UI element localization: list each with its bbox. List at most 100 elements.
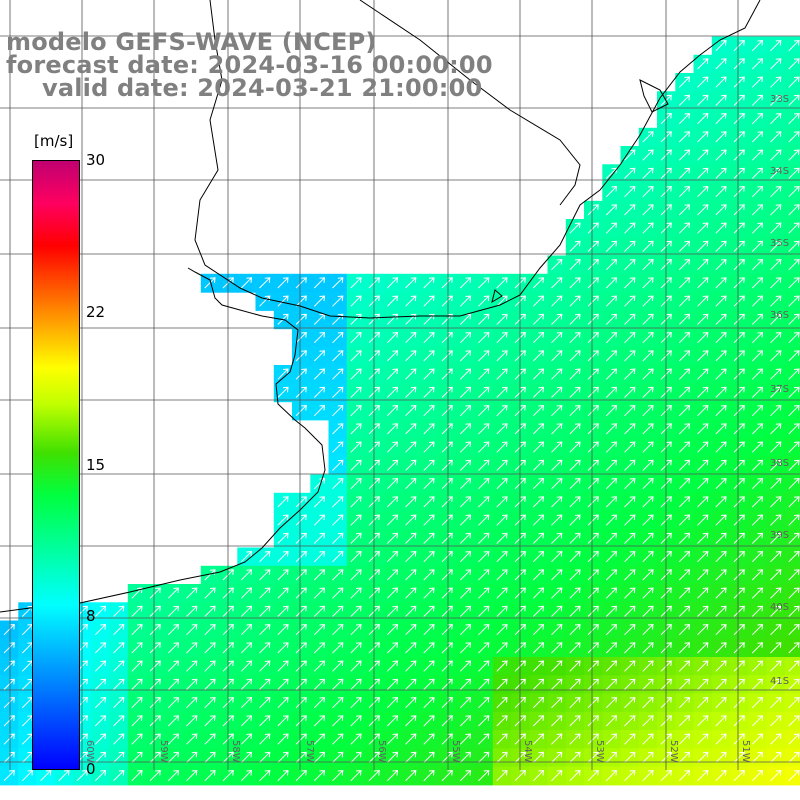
wind-arrow [624,715,636,727]
wind-arrow [751,131,764,143]
wind-arrow [715,76,727,88]
wind-arrow [350,441,362,453]
wind-arrow [624,404,636,417]
wind-cell [784,127,800,147]
wind-arrow [94,605,107,617]
wind-cell [784,620,800,640]
wind-arrow [295,277,307,289]
wind-arrow [149,587,161,599]
wind-arrow [788,131,800,143]
wind-arrow [332,769,344,782]
wind-arrow [3,678,15,690]
wind-arrow [441,769,453,782]
wind-arrow [624,751,636,763]
wind-cell [784,638,800,658]
wind-arrow [350,696,362,709]
wind-arrow [94,696,107,709]
wind-arrow [332,331,344,344]
wind-arrow [733,441,745,453]
wind-arrow [313,514,326,526]
wind-arrow [751,769,764,782]
wind-arrow [551,678,563,690]
wind-arrow [204,678,216,690]
wind-arrow [733,204,745,216]
wind-arrow [441,350,453,362]
wind-arrow [131,733,143,745]
wind-arrow [76,769,88,782]
wind-arrow [751,277,764,289]
wind-arrow [478,751,490,763]
lat-label-41s: 41S [770,676,790,687]
wind-arrow [697,258,709,271]
wind-arrow [751,94,764,106]
wind-arrow [496,769,508,782]
wind-arrow [751,587,764,599]
wind-arrow [386,769,399,782]
wind-arrow [624,605,636,617]
wind-arrow [751,569,764,581]
wind-arrow [697,605,709,617]
wind-arrow [751,404,764,417]
wind-arrow [697,733,709,745]
wind-arrow [405,350,417,362]
wind-arrow [733,295,745,307]
wind-arrow [605,185,618,198]
wind-arrow [350,277,362,289]
wind-arrow [733,459,745,471]
wind-arrow [605,441,618,453]
wind-arrow [624,149,636,161]
wind-arrow [587,587,599,599]
wind-arrow [167,587,180,599]
wind-arrow [441,386,453,398]
wind-cell [784,328,800,348]
wind-arrow [313,623,326,636]
lon-label-59w: 59W [158,740,169,763]
wind-arrow [259,277,271,289]
wind-arrow [770,423,782,435]
wind-arrow [386,550,399,563]
wind-arrow [751,715,764,727]
wind-arrow [678,423,691,435]
wind-arrow [441,587,453,599]
wind-arrow [605,222,618,234]
wind-cell [784,730,800,749]
wind-arrow [514,769,526,782]
colorbar-tick-0: 0 [86,760,96,778]
wind-arrow [350,569,362,581]
wind-arrow [678,514,691,526]
wind-arrow [423,678,435,690]
wind-arrow [624,295,636,307]
wind-cell [784,109,800,129]
wind-arrow [459,769,472,782]
wind-arrow [295,696,307,709]
wind-arrow [350,423,362,435]
wind-arrow [277,715,289,727]
wind-arrow [350,350,362,362]
wind-arrow [788,733,800,745]
wind-arrow [350,331,362,344]
wind-arrow [770,313,782,325]
wind-arrow [332,605,344,617]
wind-arrow [587,660,599,672]
wind-arrow [167,660,180,672]
wind-arrow [3,660,15,672]
wind-arrow [386,660,399,672]
wind-arrow [332,277,344,289]
wind-arrow [405,696,417,709]
wind-arrow [459,331,472,344]
wind-arrow [94,733,107,745]
wind-arrow [697,76,709,88]
wind-arrow [259,678,271,690]
wind-arrow [770,39,782,52]
wind-arrow [332,751,344,763]
wind-arrow [167,751,180,763]
wind-arrow [350,623,362,636]
wind-arrow [678,769,691,782]
wind-arrow [788,678,800,690]
wind-arrow [405,660,417,672]
wind-arrow [551,441,563,453]
wind-arrow [441,514,453,526]
wind-arrow [678,587,691,599]
wind-arrow [459,715,472,727]
wind-arrow [405,587,417,599]
